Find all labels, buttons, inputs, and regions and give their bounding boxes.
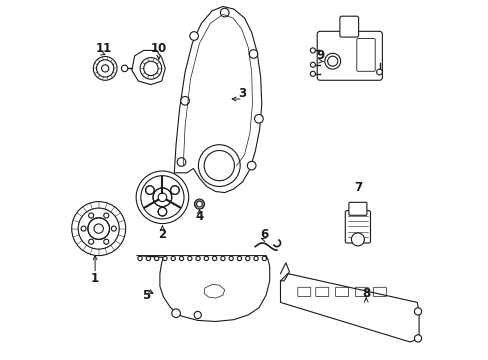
Text: 5: 5 [142,289,150,302]
Text: 6: 6 [260,228,268,240]
Circle shape [170,186,179,194]
Circle shape [310,48,315,53]
Circle shape [376,69,382,75]
Circle shape [88,239,94,244]
Text: 3: 3 [238,87,246,100]
Circle shape [310,71,315,76]
Circle shape [103,213,108,218]
Circle shape [220,256,224,261]
Circle shape [245,256,249,261]
Circle shape [154,256,159,261]
Circle shape [194,311,201,319]
Circle shape [140,58,162,79]
Text: 8: 8 [361,287,369,300]
Text: 9: 9 [315,49,324,62]
Polygon shape [174,6,261,193]
Text: 1: 1 [91,273,99,285]
Circle shape [136,171,188,224]
Text: 10: 10 [150,42,166,55]
Circle shape [111,226,116,231]
Circle shape [310,62,315,67]
Circle shape [121,65,127,72]
Circle shape [413,335,421,342]
Circle shape [324,53,340,69]
FancyBboxPatch shape [345,211,370,243]
Circle shape [81,226,86,231]
Circle shape [181,96,189,105]
Circle shape [145,186,154,194]
Circle shape [187,256,192,261]
Circle shape [196,256,200,261]
Circle shape [262,256,266,261]
Circle shape [179,256,183,261]
Circle shape [194,199,204,209]
Circle shape [254,114,263,123]
Circle shape [158,207,166,216]
Polygon shape [136,256,269,321]
Circle shape [88,213,94,218]
Circle shape [146,256,150,261]
Circle shape [413,308,421,315]
Circle shape [171,309,180,318]
Circle shape [228,256,233,261]
Text: 4: 4 [195,210,203,222]
Circle shape [220,8,228,17]
Circle shape [103,239,108,244]
Circle shape [88,218,109,239]
FancyBboxPatch shape [348,202,366,215]
Circle shape [204,256,208,261]
Circle shape [171,256,175,261]
Polygon shape [280,274,418,342]
FancyBboxPatch shape [339,16,358,37]
Circle shape [93,57,117,80]
Circle shape [198,145,240,186]
Circle shape [253,256,258,261]
Circle shape [247,161,256,170]
Polygon shape [132,50,165,85]
Circle shape [189,32,198,40]
Circle shape [249,50,257,58]
FancyBboxPatch shape [317,31,382,80]
Circle shape [351,233,364,246]
Circle shape [237,256,241,261]
Text: 2: 2 [158,228,166,240]
Text: 11: 11 [95,42,111,55]
Circle shape [177,158,185,166]
Circle shape [163,256,167,261]
Circle shape [153,188,171,207]
Circle shape [72,202,125,256]
Circle shape [212,256,216,261]
Circle shape [138,256,142,261]
Text: 7: 7 [353,181,361,194]
